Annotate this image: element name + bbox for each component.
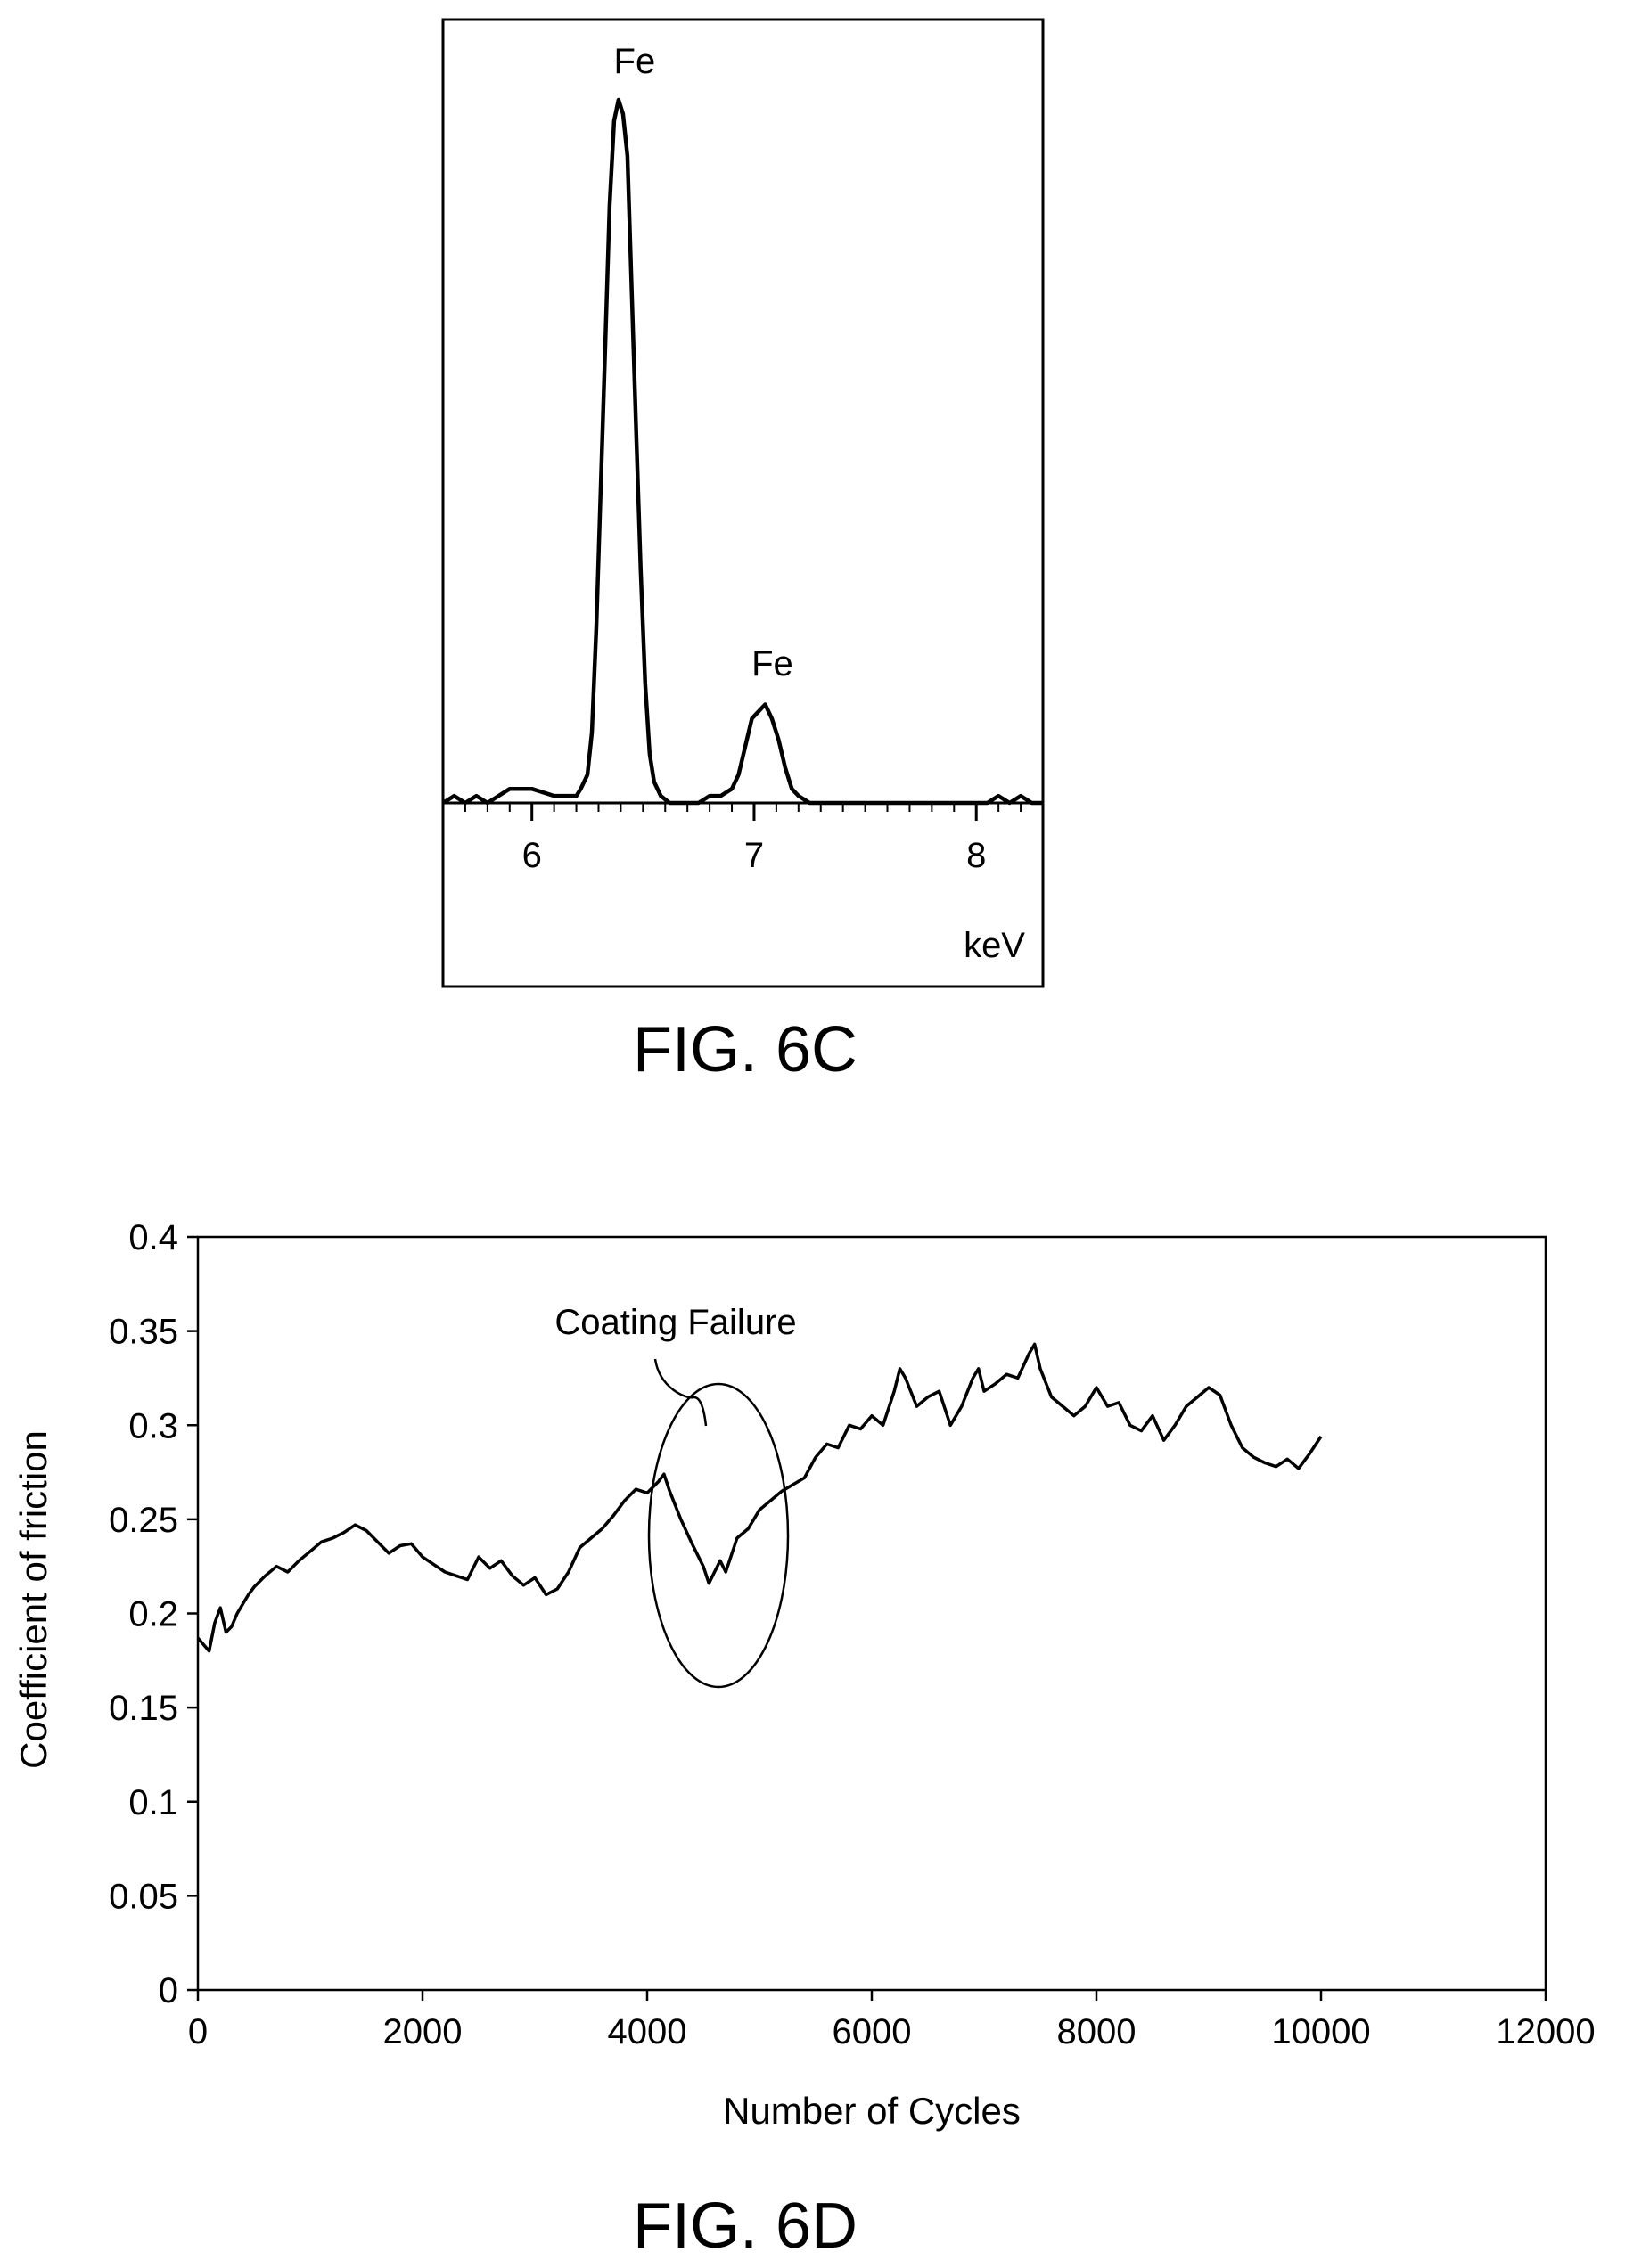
coating-failure-leader-line bbox=[653, 1358, 708, 1427]
friction-y-tick-label: 0.35 bbox=[109, 1313, 178, 1352]
eds-spectrum-chart: 6 7 8 Fe Fe keV bbox=[441, 18, 1045, 988]
spectrum-x-tick-label: 6 bbox=[522, 836, 542, 875]
friction-y-axis-title: Coefficient of friction bbox=[12, 1430, 54, 1769]
friction-x-ticks bbox=[196, 1990, 1547, 2001]
spectrum-series-line bbox=[441, 97, 1043, 806]
spectrum-peak-label: Fe bbox=[614, 42, 656, 81]
spectrum-peak-label: Fe bbox=[751, 644, 793, 684]
friction-y-tick-labels: 0 0.05 0.1 0.15 0.2 0.25 0.3 0.35 0.4 bbox=[109, 1218, 178, 2010]
friction-x-tick-label: 4000 bbox=[608, 2012, 687, 2051]
friction-y-tick-label: 0.2 bbox=[128, 1595, 178, 1634]
figure-caption-6c: FIG. 6C bbox=[633, 1014, 858, 1085]
spectrum-frame bbox=[441, 18, 1045, 988]
friction-x-tick-label: 8000 bbox=[1057, 2012, 1137, 2051]
friction-y-tick-label: 0.1 bbox=[128, 1783, 178, 1822]
friction-y-tick-label: 0.3 bbox=[128, 1406, 178, 1445]
friction-x-tick-label: 12000 bbox=[1496, 2012, 1595, 2051]
spectrum-x-tick-label: 8 bbox=[966, 836, 986, 875]
friction-y-tick-label: 0.05 bbox=[109, 1877, 178, 1916]
friction-chart: 0 0.05 0.1 0.15 0.2 0.25 0.3 0.35 0.4 0 2000 4000 6… bbox=[12, 1218, 1596, 2132]
spectrum-x-tick-label: 7 bbox=[744, 836, 764, 875]
friction-x-tick-label: 10000 bbox=[1271, 2012, 1370, 2051]
friction-y-tick-label: 0 bbox=[159, 1971, 178, 2010]
friction-y-ticks bbox=[187, 1235, 198, 1992]
figure-caption-6d: FIG. 6D bbox=[633, 2190, 858, 2262]
friction-series-line bbox=[196, 1342, 1323, 1653]
spectrum-x-unit-label: keV bbox=[964, 926, 1025, 965]
friction-plot-frame bbox=[196, 1235, 1547, 1992]
friction-x-tick-labels: 0 2000 4000 6000 8000 10000 12000 bbox=[188, 2012, 1596, 2051]
friction-y-tick-label: 0.15 bbox=[109, 1689, 178, 1728]
friction-x-tick-label: 2000 bbox=[383, 2012, 463, 2051]
spectrum-peak-labels: Fe Fe bbox=[614, 42, 793, 684]
friction-y-tick-label: 0.25 bbox=[109, 1501, 178, 1540]
friction-x-tick-label: 0 bbox=[188, 2012, 208, 2051]
coating-failure-circle bbox=[647, 1382, 790, 1689]
friction-x-tick-label: 6000 bbox=[833, 2012, 912, 2051]
spectrum-x-ticks bbox=[530, 803, 978, 821]
spectrum-x-tick-labels: 6 7 8 bbox=[522, 836, 987, 875]
friction-y-tick-label: 0.4 bbox=[128, 1218, 178, 1257]
coating-failure-annotation: Coating Failure bbox=[554, 1303, 796, 1342]
friction-x-axis-title: Number of Cycles bbox=[723, 2090, 1021, 2132]
